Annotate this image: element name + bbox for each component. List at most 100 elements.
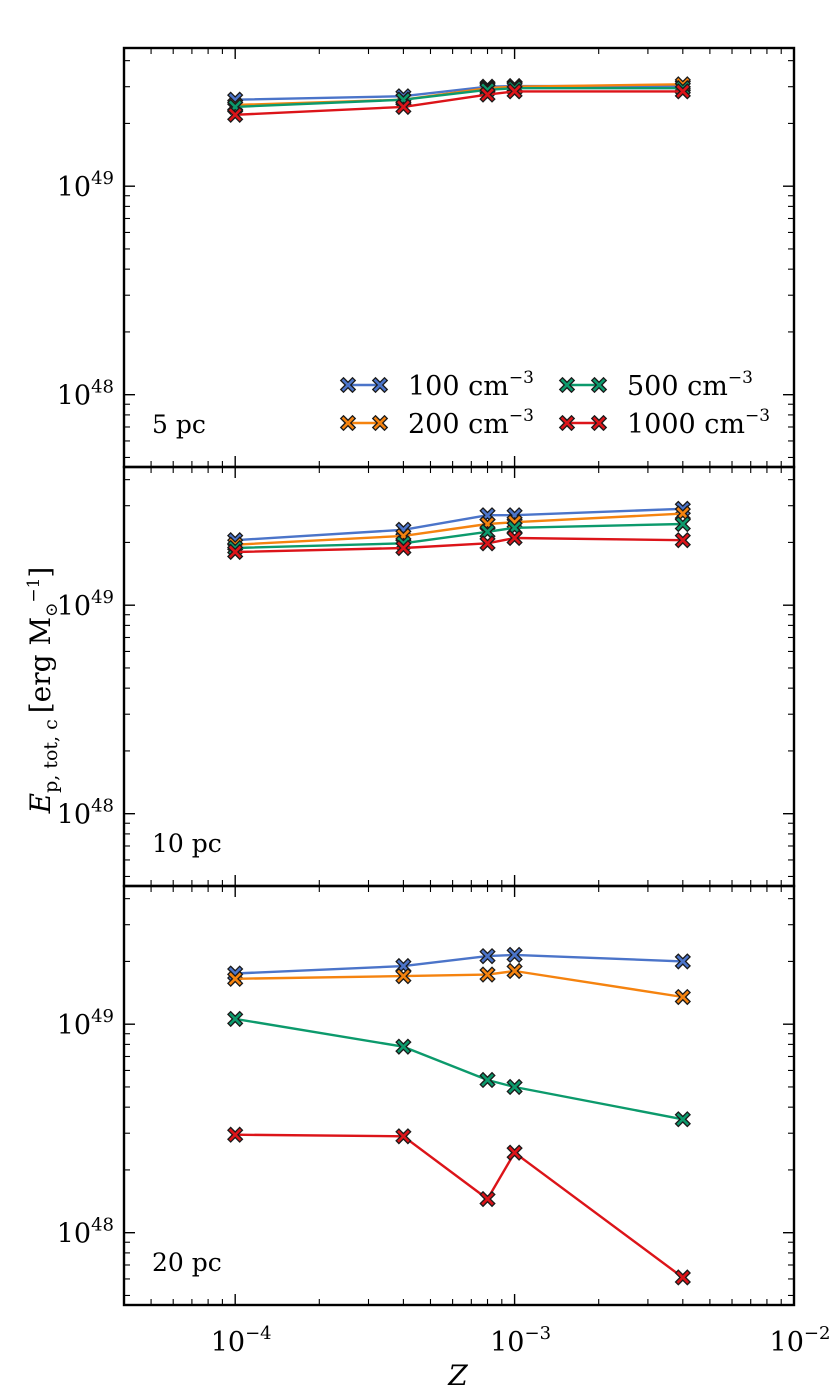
data-point-fill <box>481 1192 494 1206</box>
panel-label: 10 pc <box>152 829 222 858</box>
data-point-fill <box>481 1073 494 1087</box>
legend-label-base: 200 cm <box>408 409 509 440</box>
legend-entry-4: 1000 cm−3 <box>558 406 770 440</box>
y-tick-label-base: 10 <box>57 172 91 203</box>
data-point-fill <box>676 955 690 968</box>
series-500-cm <box>227 1010 691 1128</box>
legend-entry-2: 200 cm−3 <box>339 406 534 440</box>
y-tick-label-exp: 48 <box>91 377 114 398</box>
legend-label: 500 cm−3 <box>627 368 753 402</box>
data-point <box>395 539 412 557</box>
data-point-fill <box>676 85 690 98</box>
y-tick-label-exp: 49 <box>91 1006 114 1027</box>
y-axis-unit: [erg M <box>24 617 57 713</box>
legend-label-exp: −3 <box>509 368 534 388</box>
legend-entry-3: 500 cm−3 <box>558 368 753 402</box>
x-tick-label-exp: −4 <box>245 1323 272 1344</box>
data-point <box>674 988 691 1006</box>
data-point <box>395 967 412 985</box>
x-tick-label: 10−3 <box>490 1323 551 1358</box>
data-point <box>506 1078 523 1096</box>
data-point <box>674 532 691 549</box>
data-point-fill <box>397 541 410 555</box>
legend-label-base: 1000 cm <box>627 409 745 440</box>
data-point-fill <box>676 533 690 547</box>
data-point-fill <box>397 100 410 114</box>
legend-marker-right <box>371 376 389 394</box>
legend-entry-1: 100 cm−3 <box>339 368 534 402</box>
y-axis-subscript: p, tot, c <box>40 719 62 793</box>
data-point <box>674 953 691 970</box>
x-tick-label-exp: −2 <box>804 1323 830 1344</box>
series-line <box>235 969 683 999</box>
data-point <box>395 98 412 116</box>
x-tick-label-exp: −3 <box>524 1323 551 1344</box>
data-point <box>479 947 496 965</box>
data-point-fill <box>481 88 494 101</box>
data-point <box>506 83 523 100</box>
legend-marker-left <box>558 376 576 394</box>
data-point <box>506 519 523 536</box>
legend-marker-right <box>371 414 389 432</box>
data-point-fill <box>397 1040 410 1054</box>
data-point <box>479 1190 496 1208</box>
data-point <box>479 535 496 552</box>
series-1000-cm <box>227 529 691 561</box>
data-point-fill <box>228 108 242 122</box>
data-point <box>227 543 244 561</box>
legend-marker-left <box>339 414 357 432</box>
legend-marker-right-fill <box>592 378 606 392</box>
legend-marker-right-fill <box>373 416 387 430</box>
legend-label-base: 500 cm <box>627 371 728 402</box>
legend-marker-left-fill <box>560 416 574 430</box>
data-point-fill <box>508 531 521 545</box>
data-point-fill <box>397 969 410 983</box>
panel-label: 5 pc <box>152 410 206 439</box>
data-point <box>395 1128 412 1145</box>
legend-marker-right <box>590 376 608 394</box>
y-tick-label: 1048 <box>57 1215 114 1250</box>
y-tick-label: 1049 <box>57 1006 114 1041</box>
data-point <box>227 1010 244 1028</box>
data-point-fill <box>676 990 690 1004</box>
y-tick-label: 1048 <box>57 377 114 412</box>
data-point-fill <box>676 1271 690 1284</box>
y-axis-symbol: E <box>24 793 57 814</box>
legend-label-exp: −3 <box>728 368 753 388</box>
data-point-fill <box>676 507 690 520</box>
x-tick-label-base: 10 <box>770 1327 804 1358</box>
data-point <box>227 970 244 988</box>
data-point <box>674 83 691 100</box>
data-point <box>674 515 691 533</box>
data-point-fill <box>508 948 521 962</box>
series-200-cm <box>227 962 691 1006</box>
series-line <box>235 1017 684 1121</box>
data-point <box>479 523 496 540</box>
y-axis-title: Ep, tot, c [erg M⊙−1] <box>24 567 62 815</box>
x-tick-label: 10−2 <box>770 1323 830 1358</box>
legend-marker-left-fill <box>341 416 355 430</box>
data-point <box>395 1038 412 1055</box>
data-point-fill <box>481 536 494 550</box>
data-point-fill <box>676 517 690 531</box>
data-point <box>227 1126 244 1143</box>
x-tick-label-base: 10 <box>490 1327 524 1358</box>
panel-frame <box>122 46 796 469</box>
data-point <box>674 505 691 522</box>
legend-marker-right-fill <box>592 416 606 430</box>
data-point <box>227 106 244 123</box>
data-point-fill <box>228 545 242 559</box>
data-point-fill <box>228 1128 242 1142</box>
panel-frame <box>122 465 796 888</box>
data-point-fill <box>397 1129 410 1143</box>
data-point-fill <box>508 85 521 98</box>
data-point-fill <box>508 964 521 978</box>
y-axis-unit-subscript: ⊙ <box>42 603 62 617</box>
data-point <box>674 1269 691 1286</box>
legend-label: 100 cm−3 <box>408 368 534 402</box>
